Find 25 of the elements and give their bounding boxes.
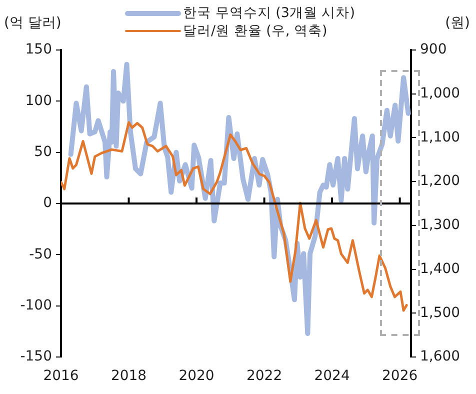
- y2-tick-label: 1,600: [420, 348, 460, 365]
- y-tick-label: 150: [25, 42, 52, 58]
- x-tick-label: 2024: [314, 368, 350, 384]
- x-tick-label: 2026: [382, 368, 418, 384]
- y2-axis-title: (원): [445, 14, 470, 32]
- y2-tick-label: 1,100: [420, 129, 460, 146]
- y-tick-label: 100: [25, 92, 52, 109]
- y2-tick-label: 1,300: [420, 217, 460, 234]
- y-tick-label: -50: [29, 246, 52, 262]
- y2-tick-label: 1,400: [420, 260, 460, 277]
- y2-tick-label: 1,200: [420, 173, 460, 190]
- x-tick-label: 2016: [43, 368, 79, 384]
- y-axis-title: (억 달러): [4, 14, 62, 32]
- legend-label: 달러/원 환율 (우, 역축): [183, 22, 328, 40]
- y-tick-label: 0: [43, 195, 52, 212]
- y2-tick-label: 1,500: [420, 304, 460, 321]
- y2-tick-label: 1,000: [420, 86, 460, 102]
- x-tick-label: 2018: [110, 368, 147, 384]
- x-tick-label: 2022: [246, 368, 282, 384]
- x-tick-label: 2020: [178, 368, 214, 384]
- y-tick-label: 50: [34, 144, 52, 160]
- y2-tick-label: 900: [420, 42, 447, 58]
- legend-label: 한국 무역수지 (3개월 시차): [183, 4, 355, 22]
- y-tick-label: -100: [20, 297, 52, 314]
- y-tick-label: -150: [20, 348, 52, 365]
